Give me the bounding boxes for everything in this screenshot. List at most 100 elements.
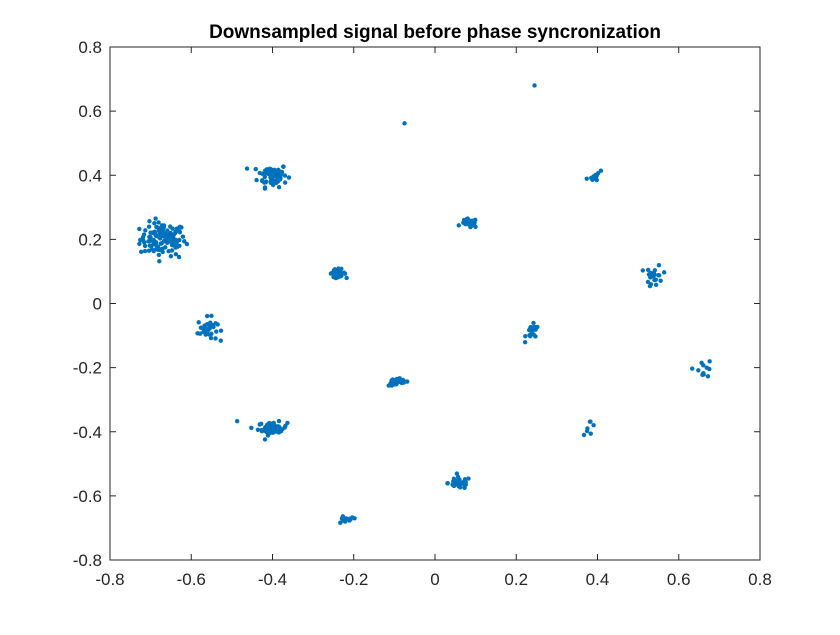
data-point: [341, 518, 346, 523]
data-point: [466, 222, 472, 227]
data-point: [531, 320, 536, 326]
data-point: [184, 241, 190, 247]
data-point: [159, 229, 164, 234]
data-point: [147, 238, 153, 243]
data-point: [340, 514, 346, 519]
data-point: [151, 240, 156, 245]
data-point: [707, 366, 712, 372]
data-point: [173, 251, 179, 257]
data-point: [645, 267, 651, 273]
data-point: [463, 481, 468, 487]
y-tick-label: 0.2: [78, 230, 102, 249]
data-point: [588, 431, 593, 436]
x-tick-label: -0.8: [95, 570, 124, 589]
data-point: [175, 244, 180, 249]
data-point: [168, 254, 174, 259]
data-point: [143, 228, 148, 233]
y-tick-label: -0.2: [73, 359, 102, 378]
data-point: [147, 243, 153, 248]
data-point: [270, 430, 276, 435]
data-point: [268, 421, 274, 426]
data-point: [328, 271, 334, 276]
data-point: [658, 278, 663, 283]
data-point: [244, 166, 250, 171]
data-point: [218, 338, 223, 343]
data-point: [268, 180, 274, 186]
data-point: [213, 321, 218, 326]
data-point: [157, 259, 162, 264]
data-point: [648, 282, 654, 287]
data-point: [146, 224, 152, 229]
data-point: [445, 481, 450, 486]
data-point: [177, 229, 182, 234]
data-point: [522, 339, 528, 345]
x-tick-label: 0: [430, 570, 439, 589]
data-point: [168, 230, 173, 236]
data-point: [331, 274, 336, 280]
data-point: [139, 249, 144, 255]
data-point: [195, 331, 200, 336]
data-point: [389, 378, 394, 383]
data-point: [690, 366, 695, 371]
data-point: [473, 217, 478, 223]
data-point: [696, 368, 701, 373]
data-point: [337, 267, 343, 272]
data-point: [177, 224, 183, 230]
data-point: [456, 223, 461, 228]
data-point: [180, 234, 186, 239]
data-point: [523, 333, 528, 339]
data-point: [213, 336, 218, 341]
data-point: [598, 168, 604, 173]
data-point: [166, 248, 171, 254]
data-point: [209, 331, 214, 336]
data-point: [173, 230, 178, 236]
x-tick-label: 0.4: [586, 570, 610, 589]
data-point: [153, 216, 158, 221]
data-point: [645, 279, 651, 285]
data-point: [454, 471, 460, 476]
data-point: [161, 225, 166, 230]
data-point: [588, 419, 593, 424]
data-point: [153, 233, 159, 239]
data-point: [218, 328, 224, 333]
data-point: [254, 177, 259, 183]
data-point: [262, 174, 267, 180]
chart-title: Downsampled signal before phase syncroni…: [209, 22, 661, 43]
data-point: [527, 333, 532, 338]
y-tick-label: -0.4: [73, 423, 102, 442]
y-tick-label: 0.6: [78, 102, 102, 121]
data-point: [262, 186, 268, 191]
plot-area: [109, 46, 761, 561]
data-point: [531, 332, 536, 337]
data-point: [174, 239, 180, 244]
x-tick-label: -0.2: [339, 570, 368, 589]
y-axis-tick-labels: -0.8 -0.6 -0.4 -0.2 0 0.2 0.4 0.6 0.8: [73, 38, 102, 570]
y-tick-label: 0.4: [78, 166, 102, 185]
data-point: [339, 271, 344, 277]
data-point: [204, 322, 210, 327]
data-point: [276, 185, 282, 190]
data-point: [156, 252, 162, 258]
data-point: [656, 262, 662, 268]
data-point: [455, 474, 461, 480]
data-point: [196, 320, 201, 325]
data-point: [463, 221, 468, 227]
data-point: [214, 329, 219, 334]
data-point: [652, 268, 658, 273]
data-point: [205, 313, 210, 319]
data-point: [653, 277, 658, 282]
data-point: [257, 170, 263, 176]
data-point: [163, 245, 168, 250]
data-point: [530, 325, 536, 330]
data-point: [471, 221, 477, 227]
data-point: [205, 326, 210, 332]
data-point: [154, 224, 159, 230]
y-tick-label: 0: [93, 295, 102, 314]
data-point: [462, 477, 468, 482]
data-point: [170, 226, 175, 231]
data-point: [335, 270, 341, 276]
axis-ticks: [109, 46, 761, 561]
data-point: [649, 273, 655, 278]
data-point: [149, 247, 155, 252]
